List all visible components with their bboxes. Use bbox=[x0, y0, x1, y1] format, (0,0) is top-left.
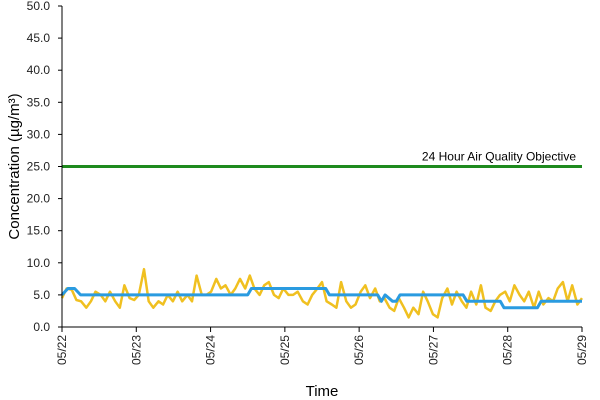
x-tick-label: 05/25 bbox=[278, 335, 292, 365]
y-tick-label: 10.0 bbox=[27, 256, 51, 270]
x-axis-title: Time bbox=[306, 383, 339, 400]
x-tick-label: 05/26 bbox=[352, 335, 366, 365]
x-tick-label: 05/24 bbox=[204, 335, 218, 365]
y-tick-label: 30.0 bbox=[27, 127, 51, 141]
series-layer bbox=[60, 267, 584, 319]
y-tick-label: 35.0 bbox=[27, 95, 51, 109]
y-tick-label: 5.0 bbox=[33, 288, 50, 302]
x-tick-label: 05/28 bbox=[501, 335, 515, 365]
y-tick-label: 0.0 bbox=[33, 320, 50, 334]
objective-label: 24 Hour Air Quality Objective bbox=[422, 150, 576, 164]
y-axis-title: Concentration (µg/m³) bbox=[6, 93, 23, 239]
y-axis-ticks: 0.0 5.0 10.0 15.0 20.0 25.0 30.0 35.0 40.0 45.0 50… bbox=[27, 0, 62, 334]
x-tick-label: 05/23 bbox=[129, 335, 143, 365]
y-tick-label: 20.0 bbox=[27, 192, 51, 206]
x-tick-label: 05/22 bbox=[55, 335, 69, 365]
y-tick-label: 50.0 bbox=[27, 0, 51, 13]
series-line-hourly bbox=[60, 267, 584, 319]
x-axis-ticks: 05/22 05/23 05/24 05/25 05/26 05/27 05/28 05/29 bbox=[55, 327, 589, 365]
y-tick-label: 45.0 bbox=[27, 31, 51, 45]
x-tick-label: 05/29 bbox=[575, 335, 589, 365]
series-line-24h-average bbox=[60, 287, 582, 310]
y-tick-label: 15.0 bbox=[27, 224, 51, 238]
y-tick-label: 40.0 bbox=[27, 63, 51, 77]
y-tick-label: 25.0 bbox=[27, 160, 51, 174]
x-tick-label: 05/27 bbox=[426, 335, 440, 365]
